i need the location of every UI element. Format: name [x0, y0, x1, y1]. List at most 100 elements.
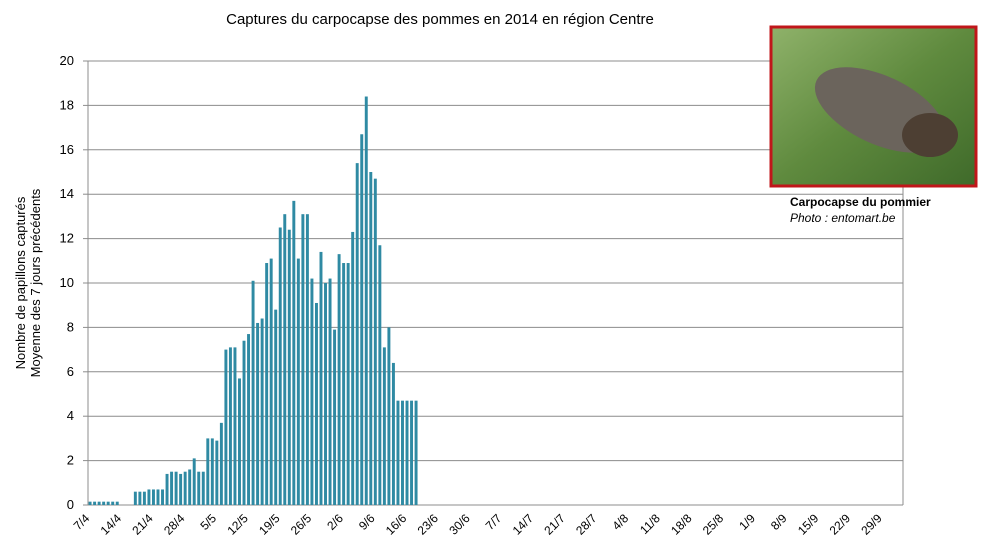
bar	[184, 472, 187, 505]
bar	[301, 214, 304, 505]
x-tick-label: 5/5	[197, 511, 219, 533]
bar	[378, 245, 381, 505]
bar	[197, 472, 200, 505]
bar	[392, 363, 395, 505]
y-axis-label: Moyenne des 7 jours précédents	[28, 188, 43, 377]
chart-title: Captures du carpocapse des pommes en 201…	[226, 11, 654, 28]
chart: Captures du carpocapse des pommes en 201…	[0, 0, 985, 543]
bar	[229, 347, 232, 505]
bar	[342, 263, 345, 505]
bar	[147, 489, 150, 505]
bar	[360, 134, 363, 505]
bar	[188, 469, 191, 505]
x-tick-label: 1/9	[736, 511, 758, 533]
moth-wing-tip	[902, 113, 958, 157]
x-tick-label: 26/5	[288, 511, 315, 538]
bar	[233, 347, 236, 505]
x-tick-label: 8/9	[768, 511, 790, 533]
bar	[329, 279, 332, 505]
bar	[261, 319, 264, 505]
bar	[211, 438, 214, 505]
bar	[274, 310, 277, 505]
x-tick-label: 30/6	[446, 511, 473, 538]
bar	[320, 252, 323, 505]
bar	[306, 214, 309, 505]
x-tick-label: 7/4	[71, 511, 93, 533]
y-tick-label: 0	[67, 497, 74, 512]
x-tick-label: 23/6	[415, 511, 442, 538]
bar	[202, 472, 205, 505]
y-tick-label: 18	[60, 97, 74, 112]
bar	[152, 489, 155, 505]
bar	[206, 438, 209, 505]
bar	[256, 323, 259, 505]
bar	[351, 232, 354, 505]
x-tick-label: 12/5	[224, 511, 251, 538]
bar	[243, 341, 246, 505]
bar	[279, 228, 282, 506]
bar	[247, 334, 250, 505]
x-tick-label: 22/9	[827, 511, 854, 538]
bar	[338, 254, 341, 505]
x-tick-label: 14/4	[98, 511, 125, 538]
bar	[333, 330, 336, 505]
photo-caption: Carpocapse du pommier	[790, 195, 931, 209]
x-tick-label: 29/9	[858, 511, 885, 538]
x-tick-label: 18/8	[668, 511, 695, 538]
bar	[179, 474, 182, 505]
bar	[252, 281, 255, 505]
bar	[107, 502, 110, 505]
x-tick-label: 16/6	[383, 511, 410, 538]
bar	[224, 350, 227, 505]
bar	[161, 489, 164, 505]
bar	[98, 502, 101, 505]
bar	[288, 230, 291, 505]
bar	[265, 263, 268, 505]
bar	[365, 97, 368, 505]
x-tick-label: 4/8	[609, 511, 631, 533]
bar	[347, 263, 350, 505]
bar	[356, 163, 359, 505]
y-axis-label: Nombre de papillons capturés	[13, 196, 28, 369]
y-tick-label: 10	[60, 275, 74, 290]
bar	[193, 458, 196, 505]
bar	[415, 401, 418, 505]
bar	[387, 327, 390, 505]
bar	[175, 472, 178, 505]
bar	[220, 423, 223, 505]
y-tick-label: 20	[60, 53, 74, 68]
bar	[134, 492, 137, 505]
bar	[401, 401, 404, 505]
y-tick-label: 14	[60, 186, 74, 201]
x-tick-label: 21/4	[129, 511, 156, 538]
bar	[410, 401, 413, 505]
bar	[383, 347, 386, 505]
x-tick-label: 14/7	[510, 511, 537, 538]
bar	[238, 378, 241, 505]
x-tick-label: 21/7	[541, 511, 568, 538]
bar	[292, 201, 295, 505]
x-tick-label: 25/8	[700, 511, 727, 538]
x-tick-label: 7/7	[483, 511, 505, 533]
bar	[374, 179, 377, 505]
bar	[283, 214, 286, 505]
bar	[143, 492, 146, 505]
x-tick-label: 15/9	[795, 511, 822, 538]
x-tick-label: 11/8	[637, 511, 663, 537]
y-tick-label: 6	[67, 364, 74, 379]
y-tick-label: 8	[67, 319, 74, 334]
bar	[270, 259, 273, 505]
bar	[170, 472, 173, 505]
x-tick-label: 28/7	[573, 511, 600, 538]
bar	[102, 502, 105, 505]
photo	[771, 27, 976, 186]
x-tick-label: 2/6	[324, 511, 346, 533]
bar	[315, 303, 318, 505]
bar	[157, 489, 160, 505]
bar	[138, 492, 141, 505]
bar	[116, 502, 119, 505]
bar	[166, 474, 169, 505]
x-tick-label: 9/6	[356, 511, 378, 533]
bar	[310, 279, 313, 505]
y-tick-label: 2	[67, 453, 74, 468]
